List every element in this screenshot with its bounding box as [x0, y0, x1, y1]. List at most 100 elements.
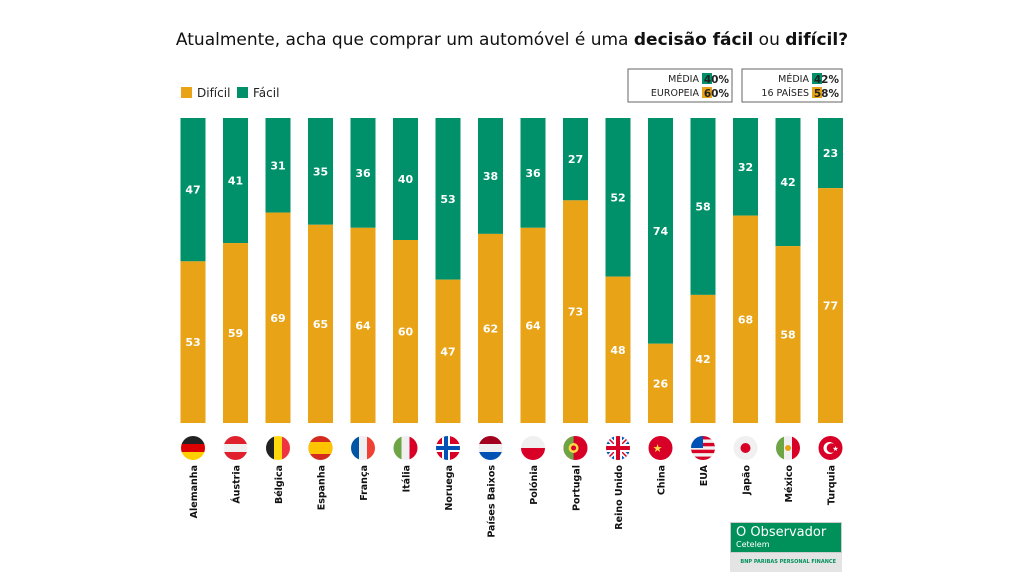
- legend-swatch-dificil: [181, 87, 192, 98]
- bar-facil: [265, 118, 291, 213]
- flag-pt-icon: [563, 436, 588, 460]
- category-label: Áustria: [231, 465, 243, 504]
- data-label-facil: 40: [398, 173, 414, 186]
- bar-facil: [605, 118, 631, 277]
- data-label-dificil: 77: [823, 300, 838, 313]
- data-label-dificil: 64: [525, 319, 541, 332]
- bar-facil: [223, 118, 248, 244]
- bar-dificil: [818, 188, 843, 423]
- bar-dificil: [350, 227, 376, 423]
- data-label-dificil: 53: [185, 336, 200, 349]
- bar-facil: [690, 118, 716, 295]
- bar-facil: [393, 118, 418, 240]
- bar-facil: [180, 118, 206, 262]
- category-label: Portugal: [572, 465, 583, 511]
- data-label-facil: 47: [185, 184, 200, 197]
- bar-dificil: [690, 294, 716, 423]
- bar-group-15: 23 77 ★ Turquia: [818, 118, 843, 505]
- data-label-dificil: 48: [610, 344, 625, 357]
- category-label: México: [784, 465, 795, 503]
- data-label-dificil: 69: [270, 312, 285, 325]
- flag-cn-icon: ★: [648, 436, 673, 460]
- data-label-dificil: 59: [228, 327, 243, 340]
- summary-swatch-facil: [702, 73, 712, 84]
- logo-top: O Observador Cetelem: [730, 522, 842, 553]
- flag-de-icon: [181, 436, 205, 460]
- bar-facil: [563, 118, 588, 201]
- summary-value-facil: 40%: [704, 74, 730, 86]
- title-bold-1: decisão fácil: [633, 30, 754, 50]
- data-label-facil: 41: [228, 175, 243, 188]
- bar-dificil: [223, 243, 248, 423]
- category-label: Espanha: [317, 465, 328, 510]
- bar-group-7: 38 62 Países Baixos: [478, 118, 503, 538]
- summary-label-line: EUROPEIA: [651, 88, 700, 99]
- logo-partner: BNP PARIBAS PERSONAL FINANCE: [730, 553, 842, 572]
- bar-dificil: [648, 343, 673, 423]
- bar-dificil: [265, 212, 291, 423]
- svg-text:★: ★: [653, 442, 663, 455]
- bar-group-12: 58 42 EUA: [690, 118, 716, 486]
- flag-es-icon: [308, 436, 333, 460]
- flag-nl-icon: [478, 436, 503, 460]
- title-text: Atualmente, acha que comprar um automóve…: [175, 30, 634, 50]
- bar-group-4: 36 64 França: [350, 118, 376, 501]
- bar-group-11: 74 26 ★ China: [648, 118, 673, 495]
- observador-cetelem-logo: O Observador Cetelem BNP PARIBAS PERSONAL…: [730, 522, 842, 574]
- bar-facil: [733, 118, 758, 216]
- category-label: França: [359, 465, 370, 501]
- category-label: Alemanha: [189, 465, 200, 518]
- bar-facil: [308, 118, 333, 225]
- data-label-facil: 36: [525, 167, 541, 180]
- title-text-mid: ou: [753, 30, 786, 50]
- bar-group-10: 52 48 Reino Unido: [605, 118, 631, 530]
- flag-no-icon: [436, 436, 460, 460]
- category-label: Reino Unido: [614, 465, 625, 530]
- data-label-dificil: 64: [355, 319, 371, 332]
- flag-jp-icon: [733, 436, 758, 460]
- summary-label-line: 16 PAÍSES: [761, 87, 809, 99]
- data-label-dificil: 47: [440, 345, 455, 358]
- bar-group-9: 27 73 Portugal: [563, 118, 588, 511]
- flag-be-icon: [266, 436, 290, 460]
- category-label: Turquia: [827, 465, 838, 505]
- summary-swatch-facil: [812, 73, 822, 84]
- data-label-facil: 74: [653, 225, 669, 238]
- summary-label-line: MÉDIA: [778, 73, 809, 85]
- logo-name: O Observador: [736, 525, 827, 540]
- summary-box: [627, 68, 733, 103]
- category-label: China: [657, 465, 668, 495]
- flag-mx-icon: [776, 436, 800, 460]
- legend-label-facil: Fácil: [253, 86, 279, 100]
- data-label-dificil: 42: [695, 353, 710, 366]
- data-label-dificil: 65: [313, 318, 328, 331]
- svg-text:★: ★: [832, 445, 838, 453]
- data-label-facil: 36: [355, 167, 371, 180]
- title-bold-2: difícil?: [785, 30, 849, 50]
- data-label-dificil: 26: [653, 377, 669, 390]
- data-label-facil: 23: [823, 147, 838, 160]
- data-label-dificil: 68: [738, 313, 753, 326]
- category-label: Países Baixos: [487, 465, 498, 538]
- data-label-facil: 58: [695, 200, 710, 213]
- flag-at-icon: [223, 436, 248, 460]
- data-label-facil: 53: [440, 193, 455, 206]
- data-label-dificil: 73: [568, 306, 583, 319]
- logo-sub: Cetelem: [736, 540, 770, 549]
- data-label-facil: 38: [483, 170, 498, 183]
- flag-pl-icon: [521, 436, 545, 460]
- flag-it-icon: [393, 436, 418, 460]
- bar-facil: [775, 118, 801, 247]
- bar-group-5: 40 60 Itália: [393, 118, 418, 492]
- bar-dificil: [393, 240, 418, 423]
- summary-label-line: MÉDIA: [668, 73, 699, 85]
- summary-swatch-dificil: [812, 87, 822, 98]
- category-label: Bélgica: [274, 465, 285, 504]
- flag-fr-icon: [351, 436, 375, 460]
- flag-tr-icon: ★: [818, 436, 843, 460]
- bar-group-1: 41 59 Áustria: [223, 118, 248, 504]
- summary-value-facil: 42%: [814, 74, 840, 86]
- summary-value-dificil: 58%: [814, 88, 840, 100]
- legend-swatch-facil: [237, 87, 248, 98]
